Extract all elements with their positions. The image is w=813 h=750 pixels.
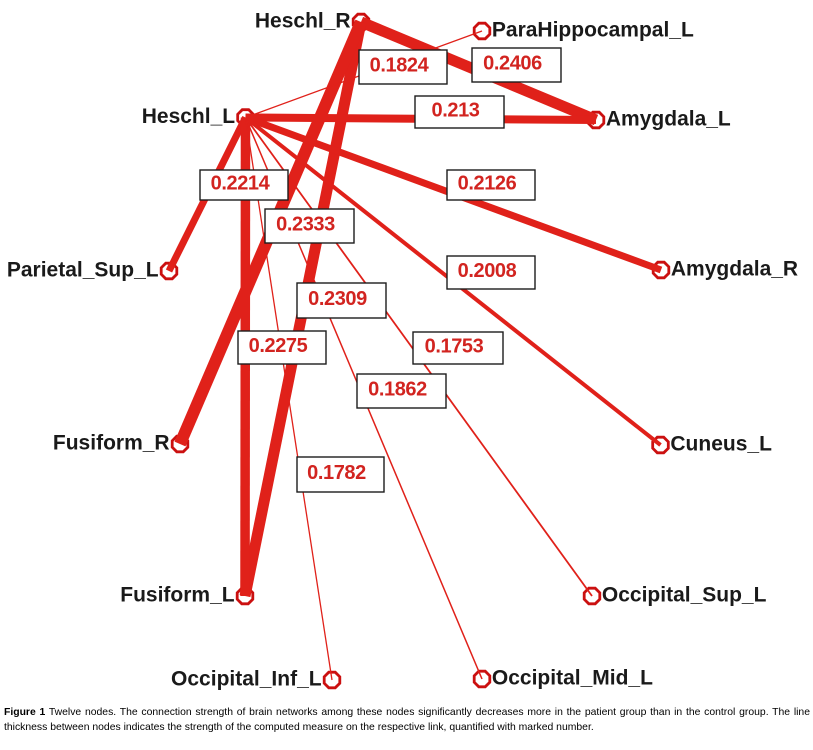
svg-text:0.2333: 0.2333 bbox=[276, 214, 335, 236]
svg-text:0.1824: 0.1824 bbox=[370, 55, 430, 77]
svg-text:0.1753: 0.1753 bbox=[425, 336, 484, 358]
svg-text:ParaHippocampal_L: ParaHippocampal_L bbox=[492, 19, 694, 42]
svg-text:Fusiform_R: Fusiform_R bbox=[53, 432, 170, 455]
svg-text:0.2406: 0.2406 bbox=[483, 53, 542, 75]
svg-text:Heschl_R: Heschl_R bbox=[255, 10, 351, 33]
svg-text:0.213: 0.213 bbox=[431, 100, 479, 122]
svg-text:Occipital_Mid_L: Occipital_Mid_L bbox=[492, 667, 653, 690]
svg-text:Occipital_Sup_L: Occipital_Sup_L bbox=[602, 584, 767, 607]
svg-text:Fusiform_L: Fusiform_L bbox=[120, 584, 235, 607]
svg-text:0.1862: 0.1862 bbox=[368, 379, 427, 401]
svg-text:Cuneus_L: Cuneus_L bbox=[670, 433, 772, 456]
svg-text:0.2008: 0.2008 bbox=[458, 260, 517, 282]
svg-text:Amygdala_R: Amygdala_R bbox=[671, 258, 798, 281]
svg-text:Parietal_Sup_L: Parietal_Sup_L bbox=[7, 259, 159, 282]
svg-text:Heschl_L: Heschl_L bbox=[142, 105, 236, 128]
svg-text:Amygdala_L: Amygdala_L bbox=[606, 108, 731, 131]
svg-text:0.1782: 0.1782 bbox=[307, 462, 366, 484]
svg-text:0.2309: 0.2309 bbox=[308, 288, 367, 310]
svg-text:0.2214: 0.2214 bbox=[211, 173, 271, 195]
svg-text:Occipital_Inf_L: Occipital_Inf_L bbox=[171, 668, 322, 691]
svg-text:0.2126: 0.2126 bbox=[458, 173, 517, 195]
svg-text:0.2275: 0.2275 bbox=[249, 335, 308, 357]
